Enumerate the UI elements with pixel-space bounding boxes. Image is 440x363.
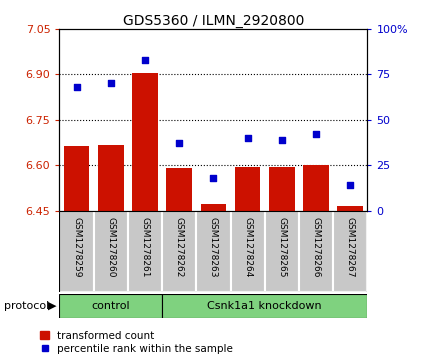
Legend: transformed count, percentile rank within the sample: transformed count, percentile rank withi… [40,331,233,354]
Bar [231,211,265,292]
Text: control: control [92,301,130,311]
Text: GSM1278266: GSM1278266 [312,217,321,278]
Bar [235,167,260,211]
Title: GDS5360 / ILMN_2920800: GDS5360 / ILMN_2920800 [123,14,304,28]
Bar [333,211,367,292]
Bar [162,211,196,292]
Bar [166,168,192,211]
Bar [265,211,299,292]
Bar [196,211,231,292]
Point [279,137,286,143]
Bar [59,294,162,318]
Text: GSM1278260: GSM1278260 [106,217,115,278]
Bar [337,206,363,211]
Point [107,81,114,86]
Bar [128,211,162,292]
Bar [64,146,89,211]
Point [73,84,80,90]
Text: GSM1278267: GSM1278267 [346,217,355,278]
Bar [98,144,124,211]
Point [244,135,251,141]
Point [347,182,354,188]
Text: ▶: ▶ [48,301,56,311]
Text: GSM1278263: GSM1278263 [209,217,218,278]
Text: Csnk1a1 knockdown: Csnk1a1 knockdown [207,301,322,311]
Point [141,57,148,63]
Point [176,140,183,146]
Text: GSM1278264: GSM1278264 [243,217,252,277]
Text: GSM1278261: GSM1278261 [140,217,150,278]
Bar [303,165,329,211]
Text: GSM1278262: GSM1278262 [175,217,183,277]
Bar [132,73,158,211]
Bar [201,204,226,211]
Bar [59,211,94,292]
Bar [299,211,333,292]
Text: GSM1278265: GSM1278265 [277,217,286,278]
Point [312,131,319,137]
Bar [162,294,367,318]
Point [210,175,217,181]
Text: protocol: protocol [4,301,50,311]
Bar [94,211,128,292]
Bar [269,167,295,211]
Text: GSM1278259: GSM1278259 [72,217,81,278]
